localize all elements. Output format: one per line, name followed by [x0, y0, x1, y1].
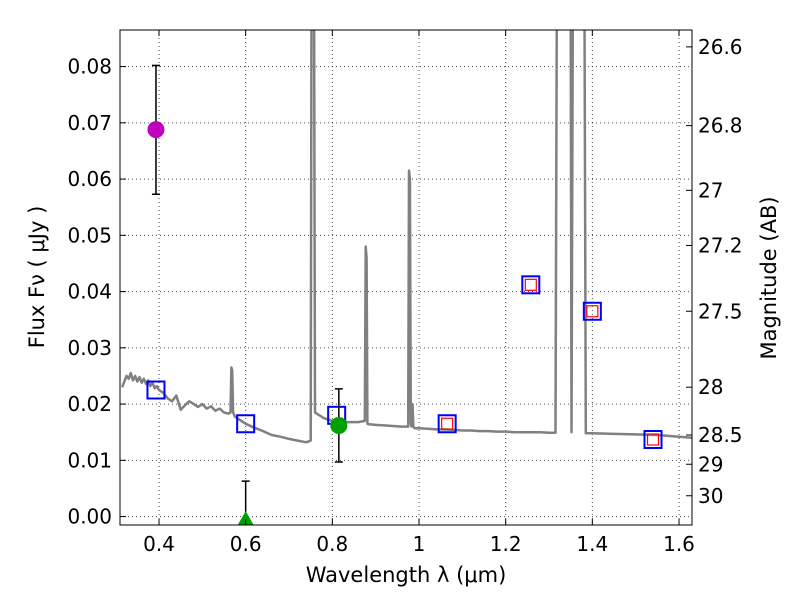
x-tick-label: 1 — [413, 532, 426, 556]
mag-tick-label: 26.8 — [698, 114, 743, 138]
x-tick-label: 0.6 — [230, 532, 262, 556]
grid-lines — [120, 30, 692, 525]
model-square-red — [441, 417, 454, 430]
sed-template-line — [121, 30, 692, 444]
model-square-red — [646, 433, 660, 446]
observed-point — [330, 416, 348, 434]
model-square-red — [524, 278, 537, 291]
x-tick-label: 1.2 — [490, 532, 522, 556]
y-tick-label: 0.01 — [67, 448, 112, 472]
model-square-blue — [582, 301, 602, 321]
mag-tick-label: 27 — [698, 178, 723, 202]
mag-tick-label: 28.5 — [698, 423, 743, 447]
model-square-blue — [236, 414, 256, 434]
x-tick-label: 0.4 — [143, 532, 175, 556]
y-tick-label: 0.03 — [67, 336, 112, 360]
x-tick-label: 0.8 — [316, 532, 348, 556]
x-tick-label: 1.4 — [576, 532, 608, 556]
observed-point — [147, 121, 165, 139]
x-axis-label: Wavelength λ (μm) — [306, 563, 507, 587]
model-square-blue — [146, 380, 166, 400]
y-axis-label: Flux Fν ( μJy ) — [25, 206, 49, 349]
model-square-red — [586, 305, 599, 318]
mag-tick-label: 29 — [698, 452, 723, 476]
axes: 0.4 0.6 0.8 1 1.2 1.4 1.6 0.00 0.01 0.02 0.03 0.04 0… — [67, 29, 743, 556]
plot-area — [121, 30, 692, 525]
y-tick-label: 0.02 — [67, 392, 112, 416]
mag-tick-label: 26.6 — [698, 35, 743, 59]
model-square-blue — [521, 275, 541, 295]
mag-tick-label: 28 — [698, 375, 723, 399]
right-axis-label: Magnitude (AB) — [757, 196, 781, 359]
y-tick-label: 0.04 — [67, 280, 112, 304]
model-square-blue — [437, 414, 457, 434]
x-tick-label: 1.6 — [663, 532, 695, 556]
mag-tick-label: 27.5 — [698, 299, 743, 323]
model-square-blue — [643, 430, 663, 449]
plot-frame — [119, 29, 693, 526]
upper-limit-marker — [237, 511, 254, 525]
y-tick-label: 0.08 — [67, 55, 112, 79]
mag-tick-label: 30 — [698, 484, 723, 508]
y-tick-label: 0.05 — [67, 223, 112, 247]
y-tick-label: 0.00 — [67, 505, 112, 529]
mag-tick-label: 27.2 — [698, 233, 743, 257]
y-tick-label: 0.06 — [67, 167, 112, 191]
y-tick-label: 0.07 — [67, 111, 112, 135]
